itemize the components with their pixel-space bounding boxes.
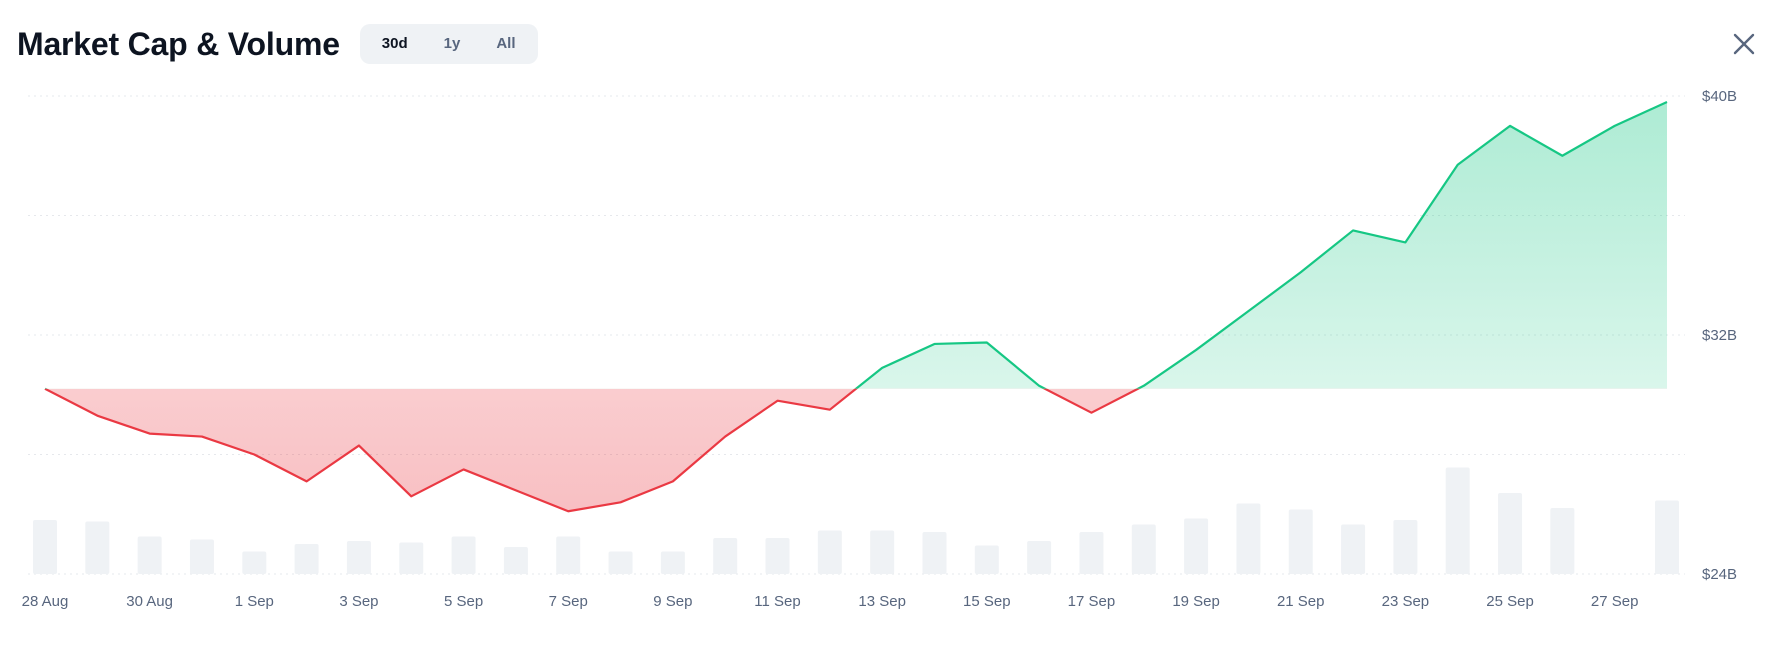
volume-bar xyxy=(974,545,999,574)
volume-bar xyxy=(870,530,895,574)
volume-bar xyxy=(85,521,110,574)
x-tick-label: 27 Sep xyxy=(1591,593,1639,610)
volume-bar xyxy=(1445,467,1470,574)
volume-bar xyxy=(1079,532,1104,574)
market-cap-line-down xyxy=(44,388,1141,513)
volume-bar xyxy=(1184,518,1209,574)
volume-bar xyxy=(399,542,424,574)
close-icon xyxy=(1733,33,1755,55)
chart-title: Market Cap & Volume xyxy=(17,26,340,62)
volume-bar xyxy=(346,541,371,574)
volume-bar xyxy=(137,536,162,574)
volume-bar xyxy=(1498,493,1523,574)
volume-bar xyxy=(1655,500,1679,574)
market-cap-line-up xyxy=(45,100,1668,389)
volume-bar xyxy=(1027,541,1052,574)
x-tick-label: 1 Sep xyxy=(235,593,274,610)
range-button-1y[interactable]: 1y xyxy=(443,35,461,52)
x-tick-label: 3 Sep xyxy=(339,593,378,610)
x-tick-label: 13 Sep xyxy=(858,593,906,610)
area-below-baseline xyxy=(45,388,1667,512)
x-tick-label: 11 Sep xyxy=(754,593,800,610)
x-tick-label: 5 Sep xyxy=(444,593,483,610)
y-tick-label: $24B xyxy=(1702,566,1737,583)
volume-bar xyxy=(1236,503,1261,574)
area-above-baseline xyxy=(856,101,1667,389)
volume-bar xyxy=(189,539,214,574)
volume-bar xyxy=(660,551,685,574)
volume-bar xyxy=(451,536,476,574)
volume-bar xyxy=(1550,508,1575,574)
x-tick-label: 30 Aug xyxy=(126,593,173,610)
range-button-all[interactable]: All xyxy=(496,35,516,52)
x-tick-label: 21 Sep xyxy=(1277,593,1325,610)
chart-header: Market Cap & Volume 30d 1y All xyxy=(17,22,538,66)
time-range-selector: 30d 1y All xyxy=(359,24,538,64)
volume-bar xyxy=(1393,520,1418,574)
x-tick-label: 9 Sep xyxy=(653,593,692,610)
x-tick-label: 15 Sep xyxy=(963,593,1011,610)
y-tick-label: $40B xyxy=(1702,88,1737,105)
volume-bar xyxy=(1341,524,1366,574)
volume-bar xyxy=(713,538,738,574)
volume-bar xyxy=(1131,524,1156,574)
volume-bar xyxy=(608,551,633,574)
volume-bar xyxy=(765,538,790,574)
volume-bar xyxy=(33,520,57,574)
volume-bar xyxy=(556,536,581,574)
x-tick-label: 23 Sep xyxy=(1382,593,1430,610)
x-tick-label: 25 Sep xyxy=(1486,593,1534,610)
volume-bar xyxy=(817,530,842,574)
range-button-30d[interactable]: 30d xyxy=(381,35,408,52)
x-tick-label: 7 Sep xyxy=(549,593,588,610)
volume-bar xyxy=(922,532,947,574)
volume-bar xyxy=(503,547,528,574)
volume-bar xyxy=(1288,509,1313,574)
x-tick-label: 19 Sep xyxy=(1172,593,1220,610)
x-tick-label: 17 Sep xyxy=(1068,593,1116,610)
close-button[interactable] xyxy=(1730,30,1758,58)
volume-bar xyxy=(294,544,319,574)
y-tick-label: $32B xyxy=(1702,327,1737,344)
x-tick-label: 28 Aug xyxy=(22,593,69,610)
volume-bar xyxy=(242,551,267,574)
